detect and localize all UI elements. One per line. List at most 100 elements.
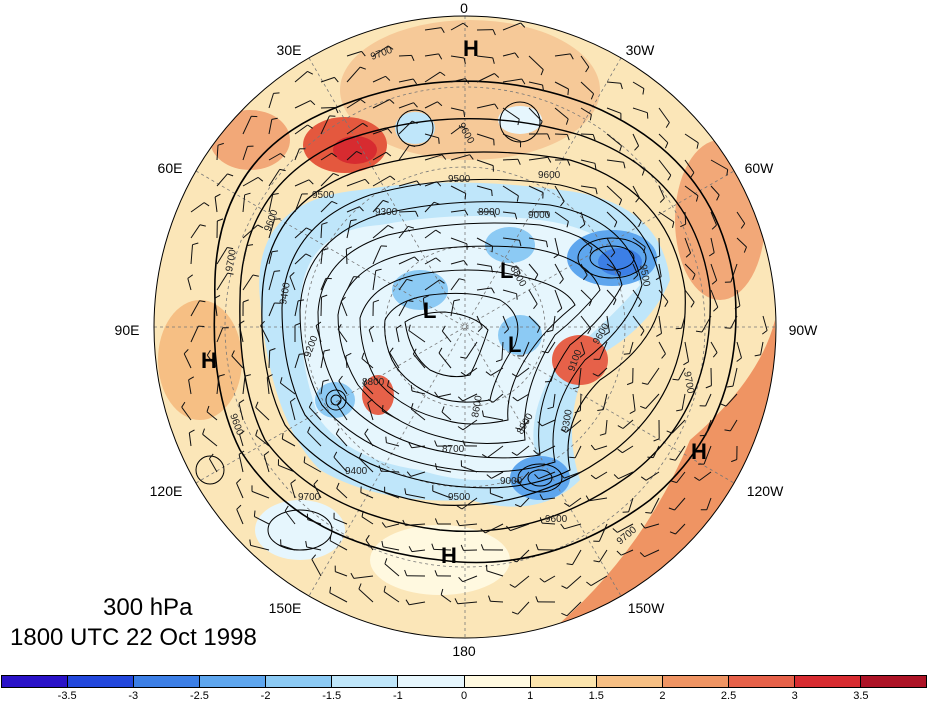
wind-barb-flag bbox=[389, 99, 395, 104]
wind-barb bbox=[644, 549, 660, 558]
wind-barb bbox=[242, 245, 248, 265]
wind-barb bbox=[410, 408, 426, 421]
wind-barb bbox=[450, 125, 462, 135]
wind-barb bbox=[554, 133, 568, 135]
wind-barb-flag bbox=[633, 274, 639, 280]
wind-barb-flag bbox=[435, 257, 441, 262]
wind-barb-flag bbox=[306, 227, 313, 232]
wind-barb bbox=[684, 341, 690, 362]
wind-barb bbox=[462, 575, 478, 583]
contour-label: 8800 bbox=[362, 377, 385, 388]
wind-barb bbox=[528, 81, 543, 86]
wind-barb bbox=[462, 393, 478, 402]
wind-barb-flag bbox=[740, 223, 746, 229]
wind-barb bbox=[311, 559, 322, 577]
wind-barb-flag bbox=[585, 495, 590, 501]
wind-barb bbox=[580, 133, 594, 135]
wind-barb bbox=[566, 601, 582, 617]
wind-barb-flag bbox=[404, 569, 408, 576]
wind-barb-flag bbox=[620, 83, 623, 90]
wind-barb bbox=[599, 341, 608, 360]
wind-barb-flag bbox=[726, 385, 734, 388]
wind-barb-flag bbox=[242, 299, 249, 303]
wind-barb bbox=[554, 107, 569, 120]
wind-barb-flag bbox=[333, 451, 338, 458]
wind-barb bbox=[268, 169, 281, 187]
lon-label-90e: 90E bbox=[114, 322, 140, 338]
wind-barb-flag bbox=[511, 558, 518, 563]
wind-barb bbox=[490, 600, 504, 603]
wind-barb bbox=[606, 315, 610, 333]
contour-label: 9500 bbox=[637, 264, 652, 288]
wind-barb-flag bbox=[188, 376, 195, 381]
wind-barb-flag bbox=[565, 118, 569, 125]
colorbar-swatch bbox=[595, 676, 662, 687]
wind-barb bbox=[398, 120, 413, 135]
wind-barb-flag bbox=[618, 199, 623, 206]
low-center: L bbox=[508, 332, 521, 357]
high-center: H bbox=[441, 543, 457, 568]
wind-barb bbox=[520, 419, 530, 430]
wind-barb-flag bbox=[566, 134, 570, 141]
wind-barb-flag bbox=[239, 430, 245, 435]
wind-barb bbox=[465, 341, 478, 359]
colorbar-tick-label: 1 bbox=[527, 690, 534, 702]
contour-label: 9700 bbox=[298, 492, 321, 503]
wind-barb-flag bbox=[463, 110, 466, 117]
wind-barb-flag bbox=[454, 598, 459, 605]
wind-barb-flag bbox=[356, 150, 363, 155]
wind-barb-flag bbox=[375, 268, 382, 272]
wind-barb bbox=[632, 185, 640, 198]
wind-barb bbox=[424, 133, 439, 139]
wind-barb bbox=[647, 367, 660, 385]
wind-barb bbox=[313, 484, 322, 499]
wind-barb-flag bbox=[535, 544, 539, 550]
wind-barb bbox=[644, 523, 660, 529]
wind-barb bbox=[441, 330, 452, 343]
wind-barb bbox=[580, 55, 590, 68]
wind-barb-flag bbox=[711, 280, 718, 285]
wind-barb bbox=[569, 497, 582, 507]
wind-barb bbox=[580, 159, 596, 164]
wind-barb bbox=[346, 66, 361, 83]
wind-barb-flag bbox=[284, 505, 289, 512]
wind-barb bbox=[202, 433, 218, 447]
wind-barb-flag bbox=[610, 252, 616, 258]
wind-barb bbox=[602, 393, 608, 410]
contour-label: 9400 bbox=[345, 466, 368, 477]
wind-barb bbox=[632, 263, 639, 276]
wind-barb bbox=[294, 124, 308, 135]
wind-barb bbox=[214, 196, 218, 213]
wind-barb bbox=[289, 276, 296, 291]
wind-barb bbox=[502, 133, 521, 142]
wind-barb-flag bbox=[640, 522, 646, 529]
wind-barb-flag bbox=[257, 224, 264, 229]
wind-barb bbox=[554, 263, 564, 280]
wind-barb-flag bbox=[672, 378, 679, 381]
wind-barb bbox=[658, 289, 669, 302]
wind-barb bbox=[263, 455, 270, 473]
wind-barb bbox=[294, 179, 310, 187]
wind-barb bbox=[528, 315, 541, 328]
wind-barb-flag bbox=[321, 222, 328, 225]
wind-barb-flag bbox=[218, 374, 225, 377]
wind-barb-flag bbox=[511, 451, 518, 456]
wind-barb-flag bbox=[438, 53, 443, 60]
wind-barb bbox=[268, 219, 275, 239]
wind-barb-flag bbox=[726, 169, 729, 176]
wind-barb-flag bbox=[433, 201, 440, 205]
wind-barb-flag bbox=[279, 377, 283, 384]
wind-barb-flag bbox=[389, 347, 394, 353]
wind-barb bbox=[329, 592, 348, 603]
wind-barb-flag bbox=[307, 426, 311, 433]
wind-barb bbox=[346, 206, 360, 213]
wind-barb bbox=[606, 185, 622, 200]
wind-barb bbox=[236, 482, 244, 499]
wind-barb-flag bbox=[546, 211, 550, 218]
wind-barb bbox=[550, 367, 556, 382]
wind-barb bbox=[705, 419, 712, 436]
wind-barb bbox=[242, 115, 252, 135]
wind-barb bbox=[268, 350, 271, 369]
wind-barb-flag bbox=[589, 114, 592, 121]
wind-barb-flag bbox=[383, 585, 386, 592]
